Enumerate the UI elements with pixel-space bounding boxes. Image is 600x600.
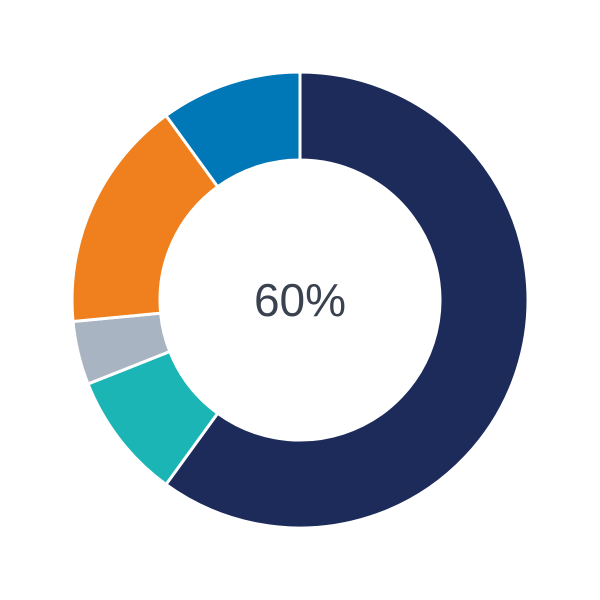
donut-slice-1 [163, 70, 530, 530]
donut-slice-5 [163, 70, 302, 189]
